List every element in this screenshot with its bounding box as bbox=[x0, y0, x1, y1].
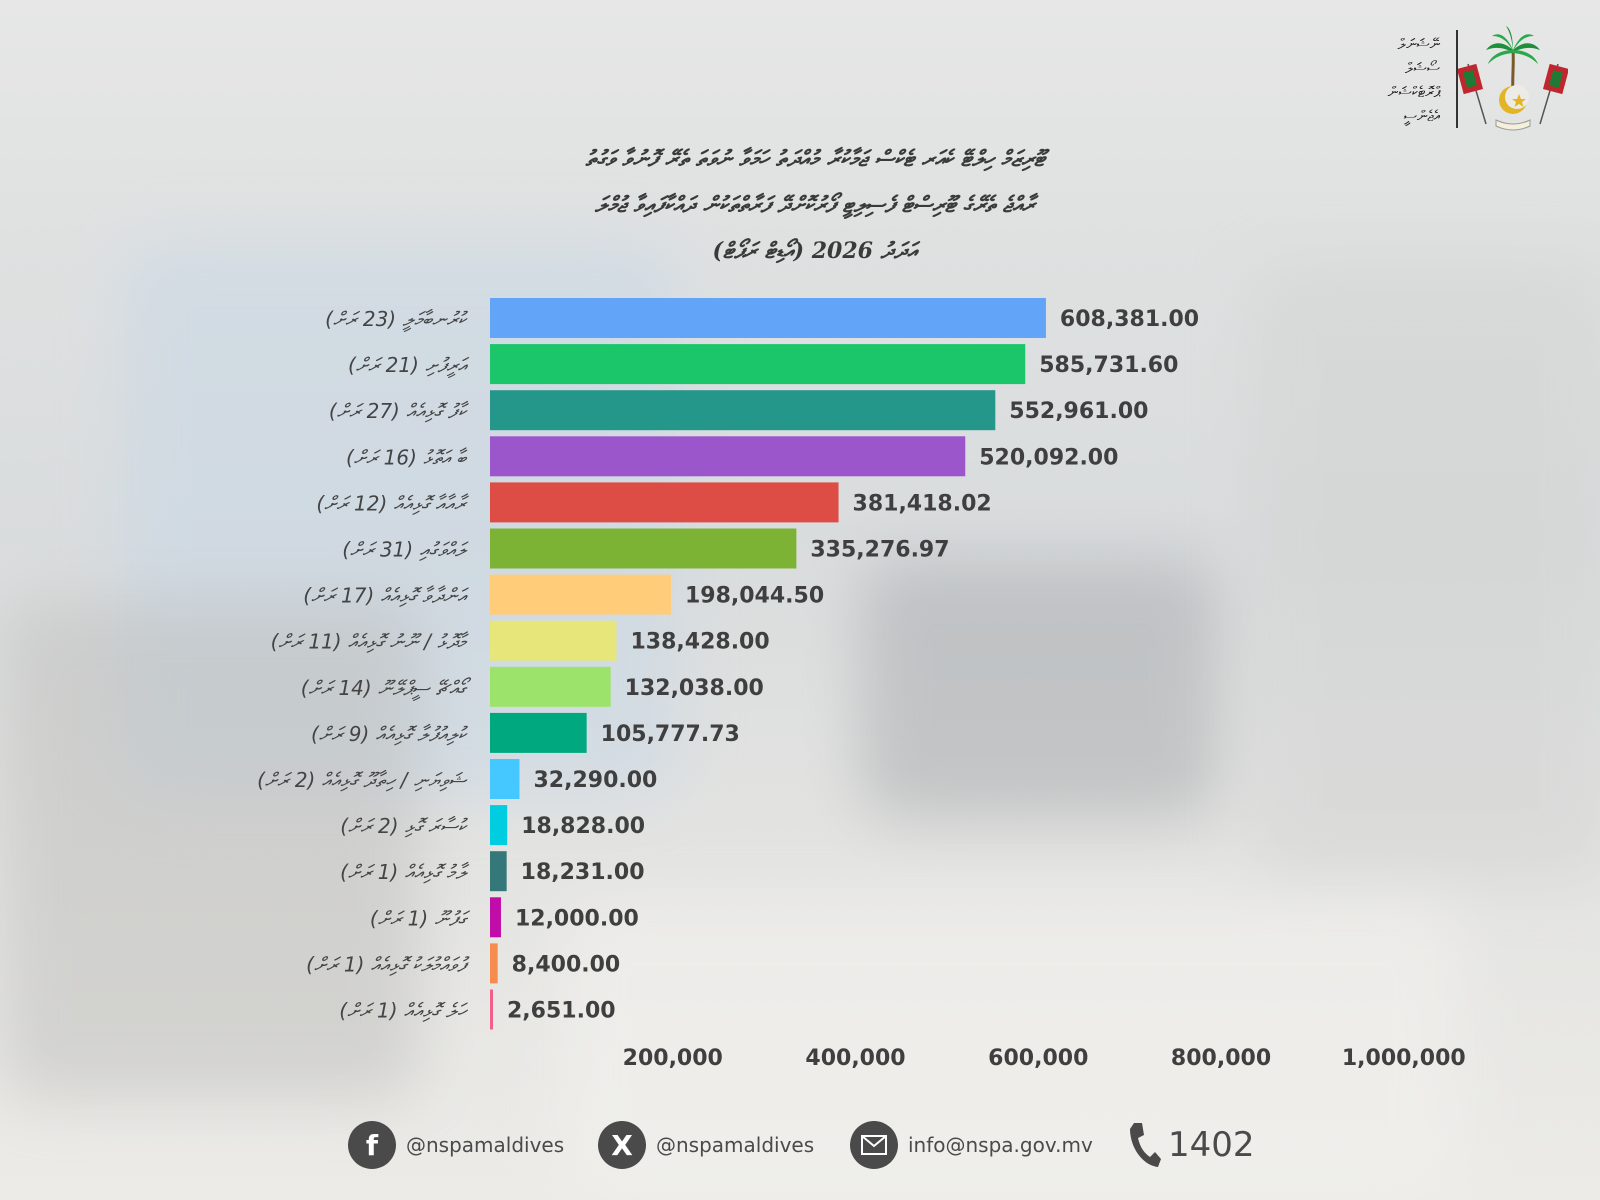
category-label-3: ބާ އަތޮޅު (16 ރަށް) bbox=[346, 445, 468, 469]
phone-link[interactable]: 1402 bbox=[1128, 1120, 1255, 1170]
phone-icon bbox=[1130, 1123, 1161, 1167]
bar-4 bbox=[490, 482, 839, 523]
organization-name: ނޭޝަނަލް ސޯޝަލް ޕްރޮޓެކްޝަން އެޖެންސީ bbox=[1320, 32, 1440, 128]
state-emblem-icon bbox=[1458, 26, 1568, 131]
bar-12 bbox=[490, 851, 507, 892]
org-name-line: އެޖެންސީ bbox=[1403, 107, 1440, 125]
value-label-6: 198,044.50 bbox=[685, 584, 824, 609]
category-label-13: ގަފުނޫ (1 ރަށް) bbox=[370, 906, 471, 930]
facebook-icon: f bbox=[348, 1121, 396, 1169]
category-label-2: ކާފު ގޮޅިއެއް (27 ރަށް) bbox=[329, 399, 470, 423]
category-label-7: މާދޮޅު / ނޫނު ގޮޅިއެއް (11 ރަށް) bbox=[271, 630, 470, 654]
x-tick-label-4: 1,000,000 bbox=[1342, 1046, 1466, 1071]
value-label-14: 8,400.00 bbox=[512, 952, 621, 977]
x-tick-label-2: 600,000 bbox=[988, 1046, 1088, 1071]
bar-1 bbox=[490, 344, 1026, 385]
category-label-15: ހަލެ ގޮޅިއެއް (1 ރަށް) bbox=[339, 999, 468, 1023]
category-label-0: ކުރުނބާމަލީ (23 ރަށް) bbox=[325, 307, 468, 332]
facebook-handle: @nspamaldives bbox=[406, 1133, 565, 1157]
bar-10 bbox=[490, 759, 520, 799]
bar-8 bbox=[490, 666, 611, 707]
category-label-9: ކުލިއުފުލާ ގޮޅިއެއް (9 ރަށް) bbox=[311, 722, 468, 746]
value-label-2: 552,961.00 bbox=[1009, 399, 1148, 424]
bar-5 bbox=[490, 528, 797, 569]
category-label-6: އަންދާވާ ގޮޅިއެއް (17 ރަށް) bbox=[303, 584, 469, 608]
value-label-12: 18,231.00 bbox=[521, 860, 645, 885]
category-label-10: ޝަވިޔަނި / ހިތާދޫ ގޮޅިއެއް (2 ރަށް) bbox=[257, 768, 468, 792]
value-labels-layer: 608,381.00 585,731.60 552,961.00 520,092.00… bbox=[507, 307, 1199, 1024]
email-icon bbox=[850, 1121, 898, 1169]
category-label-14: ފުވައްމުލަކު ގޮޅިއެއް (1 ރަށް) bbox=[306, 952, 470, 976]
bar-11 bbox=[490, 805, 508, 846]
category-labels-layer: ކުރުނބާމަލީ (23 ރަށް) އަރީފުށި (21 ރަށް) ކ… bbox=[257, 307, 472, 1023]
background-blur bbox=[560, 900, 1460, 1200]
value-label-1: 585,731.60 bbox=[1039, 353, 1178, 378]
email-address: info@nspa.gov.mv bbox=[908, 1133, 1093, 1157]
org-name-line: ނޭޝަނަލް bbox=[1397, 35, 1440, 53]
x-handle: @nspamaldives bbox=[656, 1133, 815, 1157]
x-icon: X bbox=[598, 1121, 646, 1169]
title-line: ރާއްޖެ ތެރޭގެ ޓޫރިސްޓް ފެސިލިޓީ ފޯރުކޮށް… bbox=[594, 192, 1036, 218]
title-line: ޓޫރިޒަމް ހިލްޓޭ ކެއަރ ޓެކްސް ޖަމާކުރާ މު… bbox=[585, 146, 1045, 172]
value-label-0: 608,381.00 bbox=[1060, 307, 1199, 332]
bars-layer bbox=[490, 298, 1046, 1030]
bar-2 bbox=[490, 390, 996, 431]
bar-3 bbox=[490, 436, 966, 477]
title-line: އަދަދު 2026 (އޯޑިޓް ރަޕޯޓް) bbox=[712, 238, 918, 264]
value-label-7: 138,428.00 bbox=[630, 630, 769, 655]
x-link[interactable]: X @nspamaldives bbox=[598, 1120, 814, 1170]
bar-7 bbox=[490, 620, 617, 661]
value-label-13: 12,000.00 bbox=[515, 906, 639, 931]
bar-0 bbox=[490, 298, 1046, 338]
email-link[interactable]: info@nspa.gov.mv bbox=[850, 1120, 1093, 1170]
bar-14 bbox=[490, 943, 498, 984]
value-label-3: 520,092.00 bbox=[979, 445, 1118, 470]
bar-chart: ކުރުނބާމަލީ (23 ރަށް) އަރީފުށި (21 ރަށް) ކ… bbox=[257, 298, 1466, 1071]
value-label-9: 105,777.73 bbox=[601, 722, 740, 747]
category-label-5: ލައްވަގުއި (31 ރަށް) bbox=[342, 538, 469, 562]
category-label-8: ގޯއްޗޭ ސީޕްލޭނޫ (14 ރަށް) bbox=[301, 676, 472, 701]
value-label-11: 18,828.00 bbox=[521, 814, 645, 839]
facebook-link[interactable]: f @nspamaldives bbox=[348, 1120, 564, 1170]
background-blur bbox=[1250, 260, 1600, 880]
category-label-1: އަރީފުށި (21 ރަށް) bbox=[348, 353, 470, 378]
value-label-8: 132,038.00 bbox=[625, 676, 764, 701]
category-label-11: ކުސާރަ ގޮޅި (2 ރަށް) bbox=[340, 814, 468, 838]
x-tick-label-1: 400,000 bbox=[805, 1046, 905, 1071]
value-label-15: 2,651.00 bbox=[507, 999, 616, 1024]
x-axis-ticks: 200,000 400,000 600,000 800,000 1,000,000 bbox=[623, 1046, 1466, 1071]
footer-contacts: f @nspamaldives X @nspamaldives info@nsp… bbox=[0, 1110, 1600, 1180]
org-name-line: ސޯޝަލް bbox=[1404, 59, 1440, 77]
bar-9 bbox=[490, 712, 587, 753]
bar-15 bbox=[490, 989, 493, 1030]
category-label-12: ލާމު ގޮޅިއެއް (1 ރަށް) bbox=[340, 860, 470, 884]
x-tick-label-3: 800,000 bbox=[1171, 1046, 1271, 1071]
phone-number: 1402 bbox=[1168, 1125, 1255, 1165]
chart-title: ޓޫރިޒަމް ހިލްޓޭ ކެއަރ ޓެކްސް ޖަމާކުރާ މު… bbox=[300, 136, 1330, 274]
bar-13 bbox=[490, 897, 501, 938]
value-label-4: 381,418.02 bbox=[853, 491, 992, 516]
org-name-line: ޕްރޮޓެކްޝަން bbox=[1387, 83, 1440, 101]
background-blur bbox=[0, 600, 420, 1100]
background-blur bbox=[860, 560, 1220, 820]
category-label-4: ރާއާއާ ގޮޅިއެއް (12 ރަށް) bbox=[316, 491, 469, 515]
value-label-5: 335,276.97 bbox=[810, 538, 949, 563]
header-divider bbox=[1456, 30, 1458, 128]
value-label-10: 32,290.00 bbox=[534, 768, 658, 793]
bar-6 bbox=[490, 574, 671, 615]
x-tick-label-0: 200,000 bbox=[623, 1046, 723, 1071]
